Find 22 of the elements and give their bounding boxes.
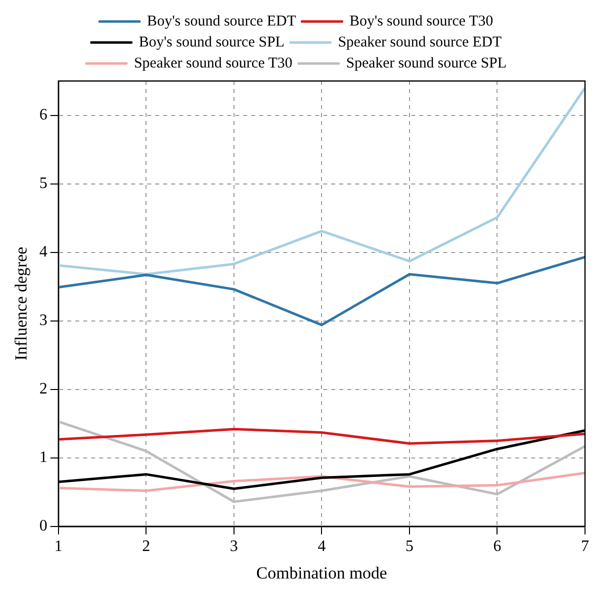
x-tick-label: 2 xyxy=(142,538,150,556)
y-tick-label: 0 xyxy=(39,518,48,535)
x-tick-label: 1 xyxy=(54,538,62,556)
y-tick-label: 5 xyxy=(39,174,48,192)
y-tick-label: 2 xyxy=(39,380,48,398)
y-axis-title: Influence degree xyxy=(12,246,31,361)
legend-label: Boy's sound source SPL xyxy=(138,34,284,50)
y-tick-label: 3 xyxy=(39,312,48,330)
legend-label: Boy's sound source T30 xyxy=(350,13,494,30)
legend-label: Speaker sound source EDT xyxy=(338,34,502,50)
legend-label: Speaker sound source T30 xyxy=(134,55,292,72)
y-tick-label: 6 xyxy=(39,106,48,124)
legend-label: Boy's sound source EDT xyxy=(147,13,296,30)
x-axis-title: Combination mode xyxy=(256,563,388,582)
x-tick-label: 3 xyxy=(230,538,238,556)
y-tick-label: 4 xyxy=(39,244,48,261)
x-tick-label: 7 xyxy=(581,538,589,556)
x-tick-label: 5 xyxy=(405,538,414,556)
x-tick-label: 4 xyxy=(318,538,326,556)
y-tick-label: 1 xyxy=(39,449,48,466)
legend-label: Speaker sound source SPL xyxy=(346,55,507,72)
x-tick-label: 6 xyxy=(493,538,502,556)
